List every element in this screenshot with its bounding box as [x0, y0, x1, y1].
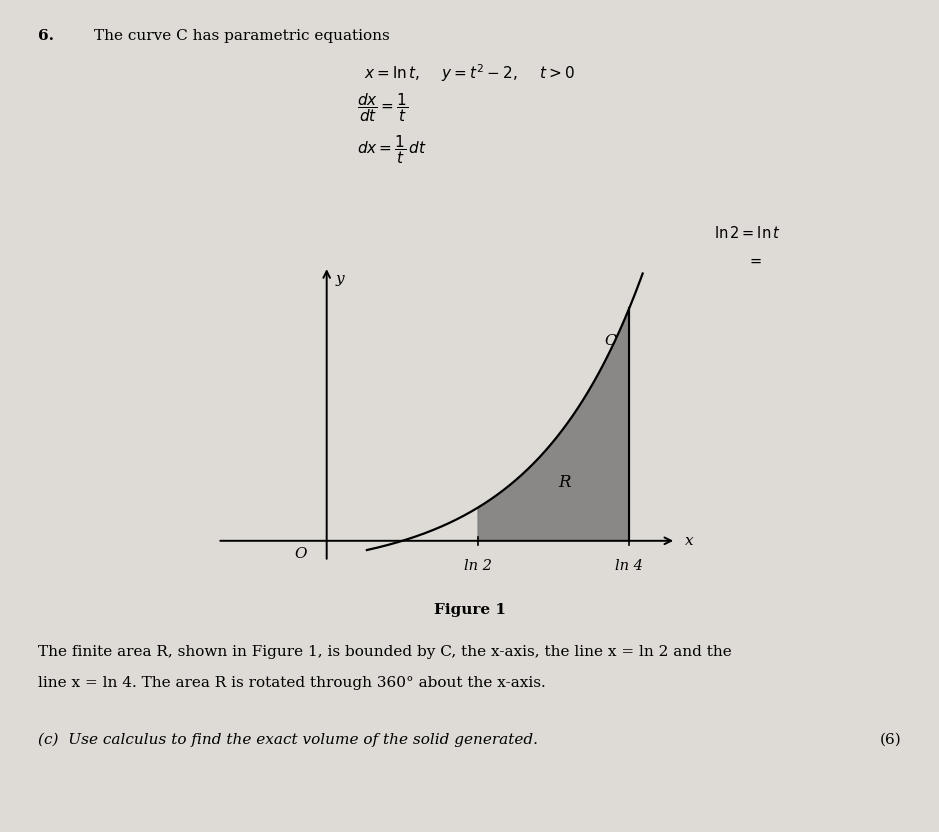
- Text: The curve C has parametric equations: The curve C has parametric equations: [94, 29, 390, 43]
- Text: $x=\ln t,$    $y=t^{2}-2,$    $t>0$: $x=\ln t,$ $y=t^{2}-2,$ $t>0$: [364, 62, 575, 84]
- Text: 6.: 6.: [38, 29, 54, 43]
- Text: R: R: [559, 474, 571, 491]
- Text: (6): (6): [880, 732, 901, 746]
- Text: C: C: [605, 334, 616, 348]
- Text: $\ln 2=\ln t$: $\ln 2=\ln t$: [714, 225, 780, 240]
- Text: $=$: $=$: [747, 254, 762, 268]
- Text: Figure 1: Figure 1: [434, 603, 505, 617]
- Polygon shape: [478, 308, 629, 541]
- Text: (c)  Use calculus to find the exact volume of the solid generated.: (c) Use calculus to find the exact volum…: [38, 732, 537, 746]
- Text: y: y: [335, 272, 344, 285]
- Text: ln 2: ln 2: [464, 559, 492, 573]
- Text: The finite area R, shown in Figure 1, is bounded by C, the x-axis, the line x = : The finite area R, shown in Figure 1, is…: [38, 645, 731, 659]
- Text: $\dfrac{dx}{dt}=\dfrac{1}{t}$: $\dfrac{dx}{dt}=\dfrac{1}{t}$: [357, 92, 408, 124]
- Text: O: O: [294, 547, 307, 561]
- Text: x: x: [685, 534, 693, 547]
- Text: ln 4: ln 4: [615, 559, 643, 573]
- Text: line x = ln 4. The area R is rotated through 360° about the x-axis.: line x = ln 4. The area R is rotated thr…: [38, 676, 546, 690]
- Text: $dx=\dfrac{1}{t}\,dt$: $dx=\dfrac{1}{t}\,dt$: [357, 133, 426, 166]
